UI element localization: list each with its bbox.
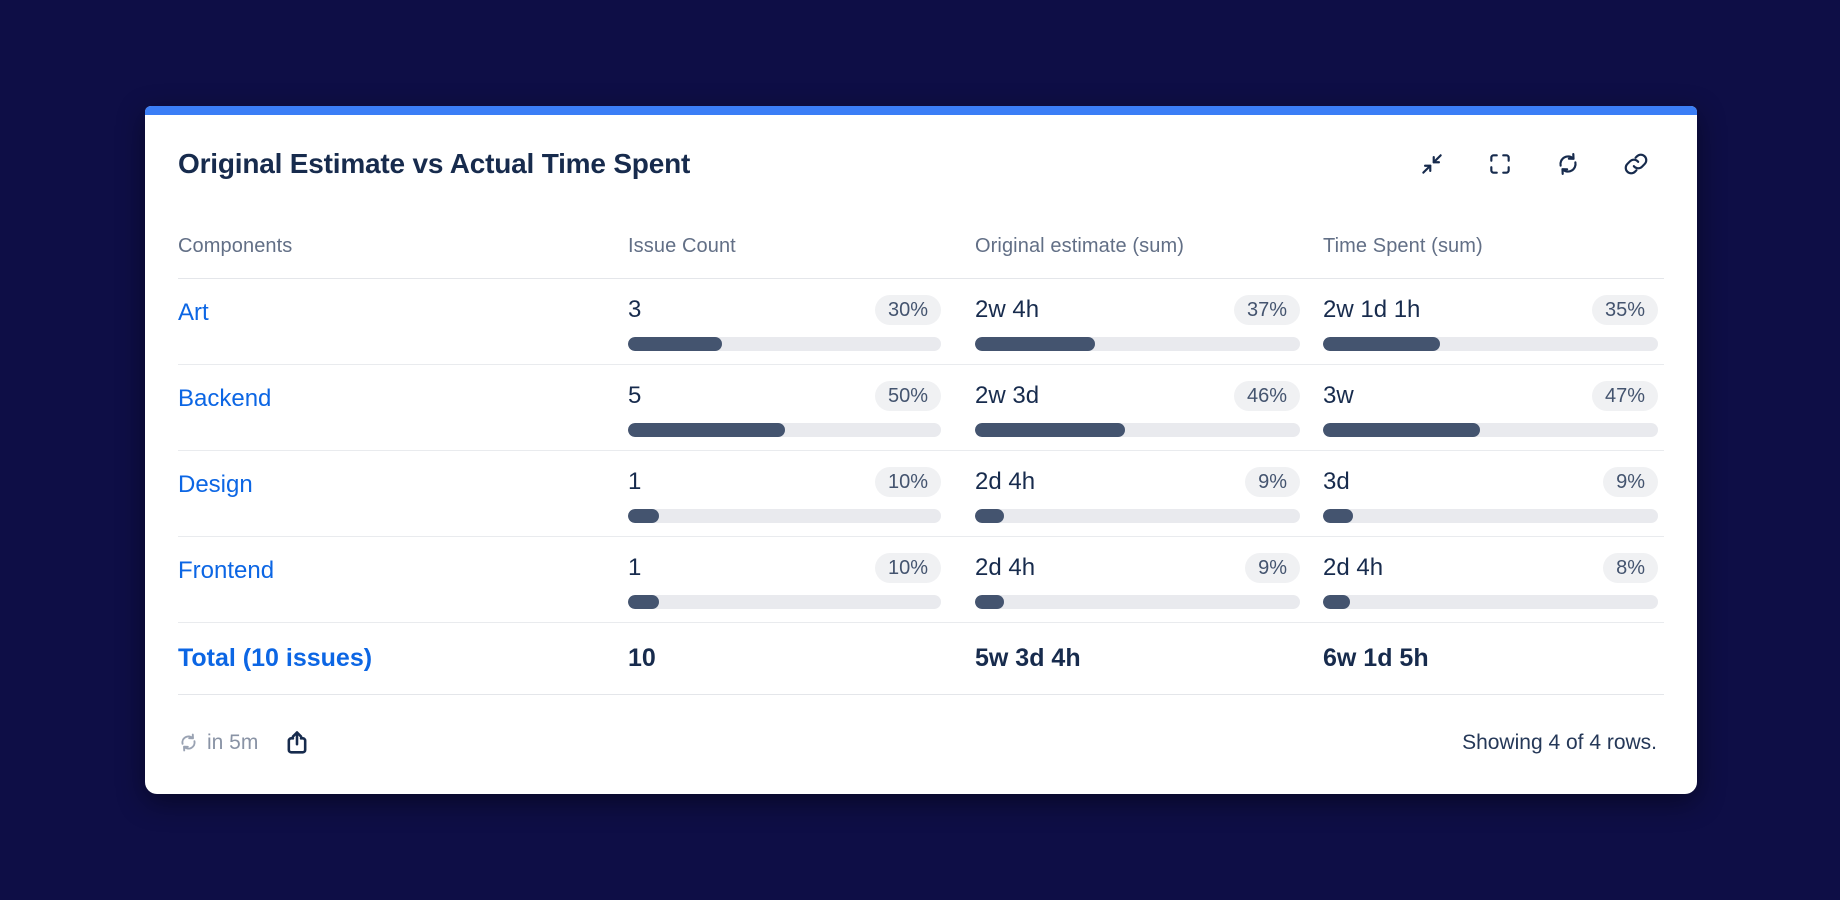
issue-count-value: 1 xyxy=(628,468,642,495)
progress-track xyxy=(1323,509,1658,523)
total-time-spent: 6w 1d 5h xyxy=(1323,644,1429,672)
component-link[interactable]: Backend xyxy=(178,385,272,412)
component-link[interactable]: Design xyxy=(178,471,253,498)
progress-fill xyxy=(1323,595,1350,609)
card-footer: in 5m Showing 4 of 4 rows. xyxy=(145,695,1697,794)
component-link[interactable]: Frontend xyxy=(178,557,275,584)
percent-badge: 30% xyxy=(874,295,941,325)
issue-count-value: 1 xyxy=(628,554,642,581)
progress-track xyxy=(1323,337,1658,351)
refresh-countdown-text: in 5m xyxy=(207,730,259,754)
total-label: Total (10 issues) xyxy=(178,644,373,672)
original-estimate-value: 2d 4h xyxy=(975,554,1036,581)
minimize-icon[interactable] xyxy=(1419,151,1445,177)
progress-track xyxy=(975,337,1300,351)
refresh-icon[interactable] xyxy=(1555,151,1581,177)
percent-badge: 9% xyxy=(1245,467,1300,497)
progress-fill xyxy=(628,337,722,351)
progress-track xyxy=(975,595,1300,609)
table-row: Backend 5 50% 2w 3d 46% 3w 47% xyxy=(178,365,1664,451)
fullscreen-icon[interactable] xyxy=(1487,151,1513,177)
table-row: Frontend 1 10% 2d 4h 9% 2d 4h 8% xyxy=(178,537,1664,623)
link-icon[interactable] xyxy=(1623,151,1649,177)
progress-fill xyxy=(1323,337,1441,351)
rows-summary: Showing 4 of 4 rows. xyxy=(1462,730,1657,754)
progress-track xyxy=(975,423,1300,437)
table-total-row: Total (10 issues) 10 5w 3d 4h 6w 1d 5h xyxy=(178,623,1664,695)
toolbar xyxy=(1419,151,1649,177)
total-issue-count: 10 xyxy=(628,644,656,672)
progress-track xyxy=(628,337,941,351)
column-header-issue-count: Issue Count xyxy=(628,235,736,257)
card-accent-bar xyxy=(145,106,1697,115)
original-estimate-value: 2w 3d xyxy=(975,382,1040,409)
footer-left: in 5m xyxy=(178,728,312,758)
components-table: Components Issue Count Original estimate… xyxy=(178,183,1664,695)
original-estimate-value: 2d 4h xyxy=(975,468,1036,495)
time-spent-value: 3w xyxy=(1323,382,1354,409)
column-header-components: Components xyxy=(178,235,293,257)
progress-track xyxy=(628,423,941,437)
table-row: Art 3 30% 2w 4h 37% 2w 1d 1h 35% xyxy=(178,279,1664,365)
original-estimate-value: 2w 4h xyxy=(975,296,1040,323)
time-spent-value: 3d xyxy=(1323,468,1350,495)
export-icon[interactable] xyxy=(282,728,312,758)
progress-track xyxy=(1323,423,1658,437)
percent-badge: 50% xyxy=(874,381,941,411)
table-header-row: Components Issue Count Original estimate… xyxy=(178,183,1664,279)
time-spent-value: 2d 4h xyxy=(1323,554,1384,581)
progress-fill xyxy=(975,509,1005,523)
refresh-countdown-icon xyxy=(181,733,196,752)
time-spent-value: 2w 1d 1h xyxy=(1323,296,1421,323)
column-header-original-estimate: Original estimate (sum) xyxy=(975,235,1185,257)
progress-fill xyxy=(975,423,1125,437)
percent-badge: 10% xyxy=(874,553,941,583)
progress-fill xyxy=(1323,423,1481,437)
total-original-estimate: 5w 3d 4h xyxy=(975,644,1081,672)
progress-track xyxy=(975,509,1300,523)
percent-badge: 9% xyxy=(1603,467,1658,497)
percent-badge: 46% xyxy=(1233,381,1300,411)
percent-badge: 37% xyxy=(1233,295,1300,325)
column-header-time-spent: Time Spent (sum) xyxy=(1323,235,1483,257)
progress-fill xyxy=(628,595,660,609)
progress-fill xyxy=(1323,509,1354,523)
progress-fill xyxy=(975,595,1005,609)
issue-count-value: 5 xyxy=(628,382,642,409)
progress-fill xyxy=(975,337,1096,351)
progress-fill xyxy=(628,509,660,523)
issue-count-value: 3 xyxy=(628,296,642,323)
percent-badge: 8% xyxy=(1603,553,1658,583)
refresh-countdown[interactable]: in 5m xyxy=(178,731,258,755)
gadget-card: Original Estimate vs Actual Time Spent xyxy=(145,106,1697,794)
percent-badge: 9% xyxy=(1245,553,1300,583)
percent-badge: 35% xyxy=(1591,295,1658,325)
progress-track xyxy=(628,595,941,609)
component-link[interactable]: Art xyxy=(178,299,209,326)
percent-badge: 47% xyxy=(1591,381,1658,411)
progress-fill xyxy=(628,423,785,437)
percent-badge: 10% xyxy=(874,467,941,497)
page-title: Original Estimate vs Actual Time Spent xyxy=(178,148,691,179)
progress-track xyxy=(1323,595,1658,609)
progress-track xyxy=(628,509,941,523)
table-row: Design 1 10% 2d 4h 9% 3d 9% xyxy=(178,451,1664,537)
card-header: Original Estimate vs Actual Time Spent xyxy=(145,115,1697,183)
